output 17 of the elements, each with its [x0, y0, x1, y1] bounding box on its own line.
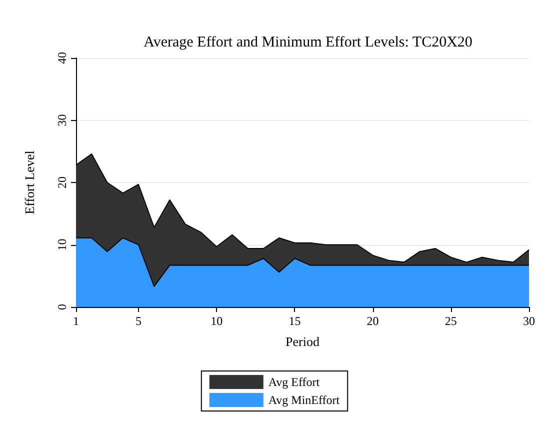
legend-label: Avg Effort: [268, 375, 320, 389]
legend-label: Avg MinEffort: [268, 393, 340, 407]
y-axis-title: Effort Level: [22, 150, 37, 214]
x-tick-label: 5: [135, 314, 142, 328]
y-tick-label: 30: [55, 114, 69, 126]
x-tick-label: 30: [523, 314, 535, 328]
x-tick-label: 20: [366, 314, 379, 328]
x-tick-label: 10: [210, 314, 223, 328]
y-tick-label: 0: [55, 304, 69, 310]
y-tick-label: 20: [55, 176, 69, 188]
x-tick-label: 25: [444, 314, 457, 328]
x-tick-label: 15: [288, 314, 301, 328]
x-axis-title: Period: [286, 334, 320, 349]
chart-title: Average Effort and Minimum Effort Levels: TC20X20: [144, 34, 472, 50]
y-tick-label: 10: [55, 238, 69, 251]
y-tick-label: 40: [55, 52, 69, 64]
x-tick-label: 1: [73, 314, 79, 328]
